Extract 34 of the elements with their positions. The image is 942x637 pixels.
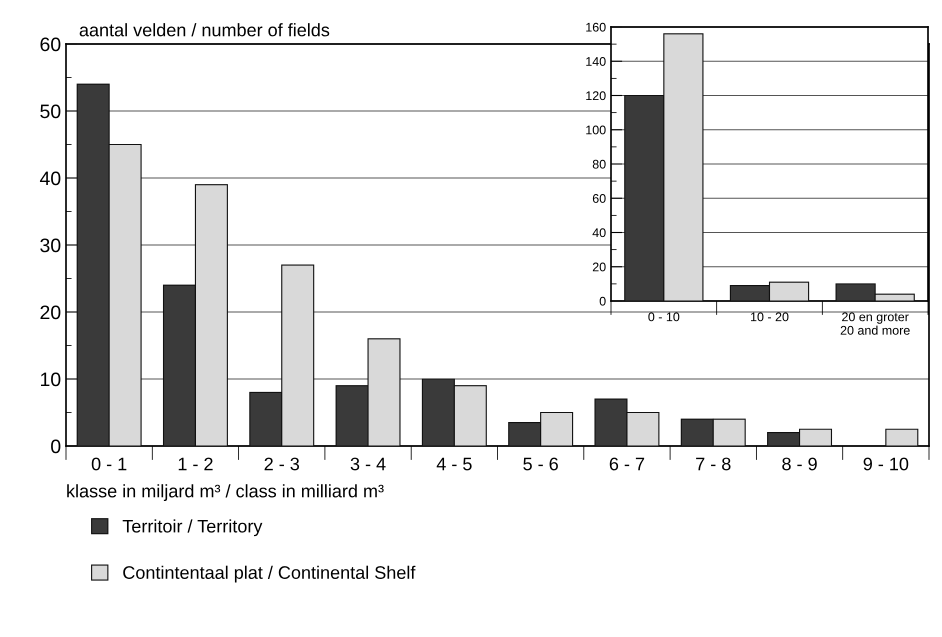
y-tick-label: 60 <box>40 37 60 52</box>
y-tick-label: 160 <box>586 22 606 32</box>
y-tick-label: 20 <box>40 305 60 320</box>
x-tick-label: 3 - 4 <box>350 458 386 470</box>
y-tick-label: 60 <box>592 194 606 203</box>
x-tick-label: 7 - 8 <box>696 458 731 470</box>
x-tick-label: 0 - 10 <box>648 312 680 322</box>
y-tick-label: 0 <box>600 296 606 306</box>
x-tick-label: 10 - 20 <box>750 312 788 322</box>
y-tick-label: 40 <box>40 171 60 186</box>
y-axis-title: aantal velden / number of fields <box>80 23 330 36</box>
y-tick-label: 120 <box>586 91 606 100</box>
x-tick-label: 5 - 6 <box>523 458 558 470</box>
x-tick-label: 0 - 1 <box>92 458 126 470</box>
y-tick-label: 100 <box>586 126 606 134</box>
x-tick-label: 9 - 10 <box>864 458 908 470</box>
y-tick-label: 10 <box>40 372 60 386</box>
x-tick-label: 8 - 9 <box>782 458 817 470</box>
legend-label: Territoir / Territory <box>122 519 262 536</box>
bar <box>885 428 918 446</box>
y-tick-label: 140 <box>586 57 606 66</box>
legend-label: Contintentaal plat / Continental Shelf <box>123 566 416 583</box>
y-tick-label: 0 <box>51 439 60 454</box>
x-tick-label: 6 - 7 <box>610 458 644 470</box>
y-tick-label: 40 <box>592 228 606 238</box>
x-tick-label: 2 - 3 <box>264 458 300 470</box>
y-tick-label: 20 <box>592 262 606 272</box>
y-tick-label: 30 <box>40 238 60 252</box>
y-tick-label: 80 <box>592 160 606 169</box>
x-tick-label: 20 en groter 20 and more <box>840 312 910 335</box>
x-tick-label: 4 - 5 <box>436 458 472 470</box>
x-axis-title: klasse in miljard m³ / class in milliard m³ <box>67 484 384 502</box>
y-tick-label: 50 <box>40 104 60 118</box>
x-tick-label: 1 - 2 <box>178 458 213 470</box>
